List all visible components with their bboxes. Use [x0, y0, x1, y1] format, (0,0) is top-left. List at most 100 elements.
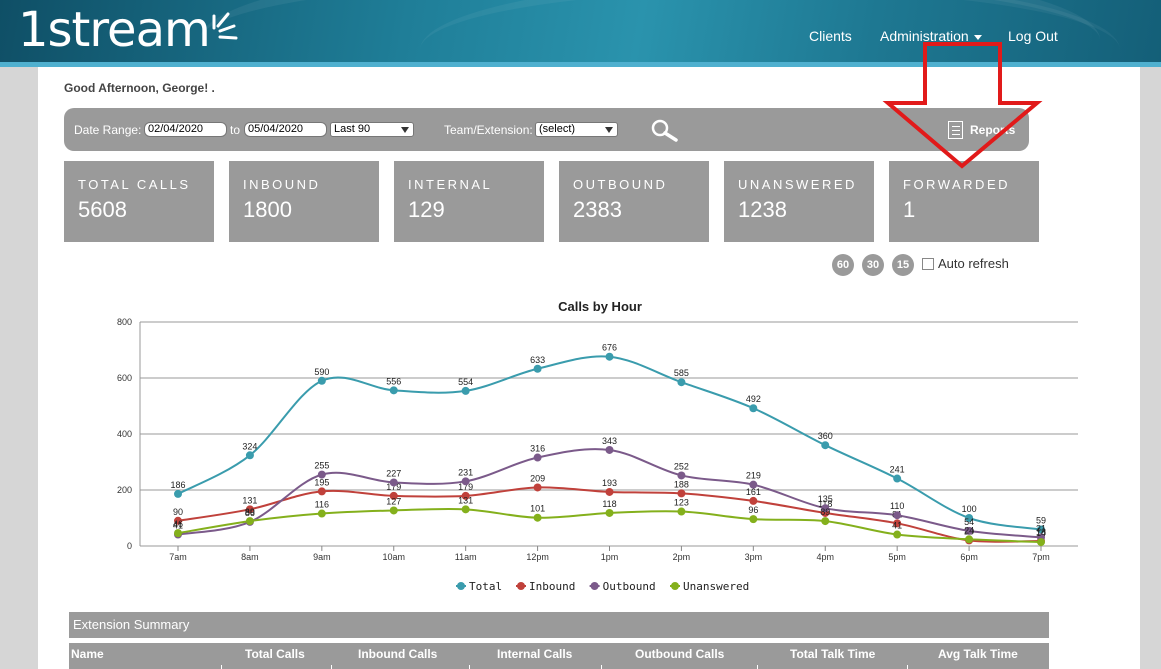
- data-label-inbound: 195: [314, 477, 329, 487]
- refresh-15-button[interactable]: 15: [892, 254, 914, 276]
- data-point-outbound: [533, 453, 542, 462]
- column-header-avg-talk-time[interactable]: Avg Talk Time: [938, 647, 1018, 661]
- date-range-label: Date Range:: [74, 123, 142, 137]
- data-label-inbound: 209: [530, 473, 545, 483]
- data-label-unanswered: 116: [315, 500, 329, 510]
- red-arrow-annotation: [882, 42, 1043, 169]
- auto-refresh-label[interactable]: Auto refresh: [938, 256, 1009, 271]
- data-label-unanswered: 96: [748, 505, 758, 515]
- data-label-outbound: 135: [818, 494, 833, 504]
- nav-logout[interactable]: Log Out: [1008, 28, 1058, 44]
- x-tick-label: 5pm: [888, 552, 906, 562]
- data-label-unanswered: 46: [173, 519, 183, 529]
- data-point-outbound: [461, 477, 470, 486]
- nav-clients[interactable]: Clients: [809, 28, 852, 44]
- data-point-total: [605, 352, 614, 361]
- nav-administration[interactable]: Administration: [880, 28, 982, 44]
- data-label-total: 59: [1036, 515, 1046, 525]
- data-point-inbound: [389, 491, 398, 500]
- stat-inbound[interactable]: INBOUND 1800: [229, 161, 379, 242]
- column-header-internal-calls[interactable]: Internal Calls: [497, 647, 573, 661]
- data-label-unanswered: 127: [386, 496, 401, 506]
- data-label-outbound: 110: [890, 501, 904, 511]
- data-point-total: [461, 386, 470, 395]
- data-label-total: 360: [818, 431, 833, 441]
- legend-marker-outbound: [590, 582, 599, 590]
- column-header-inbound-calls[interactable]: Inbound Calls: [358, 647, 438, 661]
- logo-rays-icon: [212, 12, 238, 40]
- data-label-inbound: 131: [242, 495, 257, 505]
- stat-unanswered[interactable]: UNANSWERED 1238: [724, 161, 874, 242]
- stat-label: INBOUND: [243, 177, 321, 192]
- data-label-inbound: 90: [173, 507, 183, 517]
- data-point-inbound: [749, 496, 758, 505]
- data-point-total: [965, 514, 974, 522]
- data-point-unanswered: [749, 515, 758, 524]
- data-point-unanswered: [893, 530, 902, 539]
- column-header-outbound-calls[interactable]: Outbound Calls: [635, 647, 725, 661]
- data-label-outbound: 231: [458, 467, 473, 477]
- data-label-inbound: 118: [818, 499, 832, 509]
- stat-label: UNANSWERED: [738, 177, 857, 192]
- refresh-60-button[interactable]: 60: [832, 254, 854, 276]
- date-from-input[interactable]: 02/04/2020: [144, 122, 227, 137]
- stat-outbound[interactable]: OUTBOUND 2383: [559, 161, 709, 242]
- extension-summary-title: Extension Summary: [69, 612, 1049, 638]
- column-header-name[interactable]: Name: [71, 647, 104, 661]
- data-point-unanswered: [461, 505, 470, 514]
- data-label-unanswered: 89: [245, 507, 255, 517]
- data-point-total: [533, 364, 542, 373]
- data-point-total: [821, 441, 830, 450]
- data-label-unanswered: 24: [964, 525, 974, 535]
- y-tick-label: 400: [117, 429, 132, 439]
- data-point-inbound: [893, 519, 902, 528]
- data-point-unanswered: [174, 529, 182, 538]
- stat-label: INTERNAL: [408, 177, 493, 192]
- data-label-inbound: 179: [386, 482, 401, 492]
- stat-total-calls[interactable]: TOTAL CALLS 5608: [64, 161, 214, 242]
- data-label-inbound: 179: [458, 482, 473, 492]
- x-tick-label: 4pm: [816, 552, 834, 562]
- data-label-outbound: 41: [173, 521, 183, 531]
- data-point-unanswered: [965, 535, 974, 544]
- data-label-outbound: 255: [314, 461, 329, 471]
- data-label-total: 492: [746, 394, 761, 404]
- refresh-30-button[interactable]: 30: [862, 254, 884, 276]
- stat-internal[interactable]: INTERNAL 129: [394, 161, 544, 242]
- stat-label: FORWARDED: [903, 177, 1010, 192]
- legend-marker-inbound: [517, 582, 525, 590]
- data-point-outbound: [389, 478, 398, 487]
- data-point-total: [749, 404, 758, 413]
- team-select[interactable]: (select): [535, 122, 618, 137]
- x-tick-label: 1pm: [601, 552, 619, 562]
- data-point-inbound: [677, 489, 686, 498]
- column-header-total-talk-time[interactable]: Total Talk Time: [790, 647, 876, 661]
- logo[interactable]: 1stream: [18, 2, 211, 58]
- data-point-unanswered: [389, 506, 398, 515]
- data-label-inbound: 193: [602, 478, 617, 488]
- data-label-outbound: 219: [746, 471, 761, 481]
- legend-label-unanswered: Unanswered: [683, 580, 749, 593]
- y-tick-label: 800: [117, 317, 132, 327]
- stat-value: 1: [903, 197, 916, 222]
- legend-marker-unanswered: [671, 582, 679, 590]
- team-select-value: (select): [539, 123, 576, 135]
- range-select[interactable]: Last 90: [330, 122, 414, 137]
- column-header-total-calls[interactable]: Total Calls: [245, 647, 305, 661]
- legend-marker-total: [457, 582, 465, 590]
- search-icon[interactable]: [650, 118, 680, 142]
- stat-label: TOTAL CALLS: [78, 177, 191, 192]
- auto-refresh-checkbox[interactable]: [922, 258, 934, 270]
- top-header: 1stream Clients Administration Log Out: [0, 0, 1161, 67]
- data-label-total: 241: [890, 465, 905, 475]
- date-to-input[interactable]: 05/04/2020: [244, 122, 327, 137]
- stat-value: 5608: [78, 197, 127, 222]
- data-point-inbound: [461, 491, 470, 500]
- filter-bar: Date Range: 02/04/2020 to 05/04/2020 Las…: [64, 108, 1029, 151]
- stat-forwarded[interactable]: FORWARDED 1: [889, 161, 1039, 242]
- data-point-total: [245, 451, 254, 460]
- nav-administration-label: Administration: [880, 28, 969, 44]
- data-point-total: [893, 474, 902, 483]
- data-label-total: 186: [170, 480, 185, 490]
- x-tick-label: 8am: [241, 552, 259, 562]
